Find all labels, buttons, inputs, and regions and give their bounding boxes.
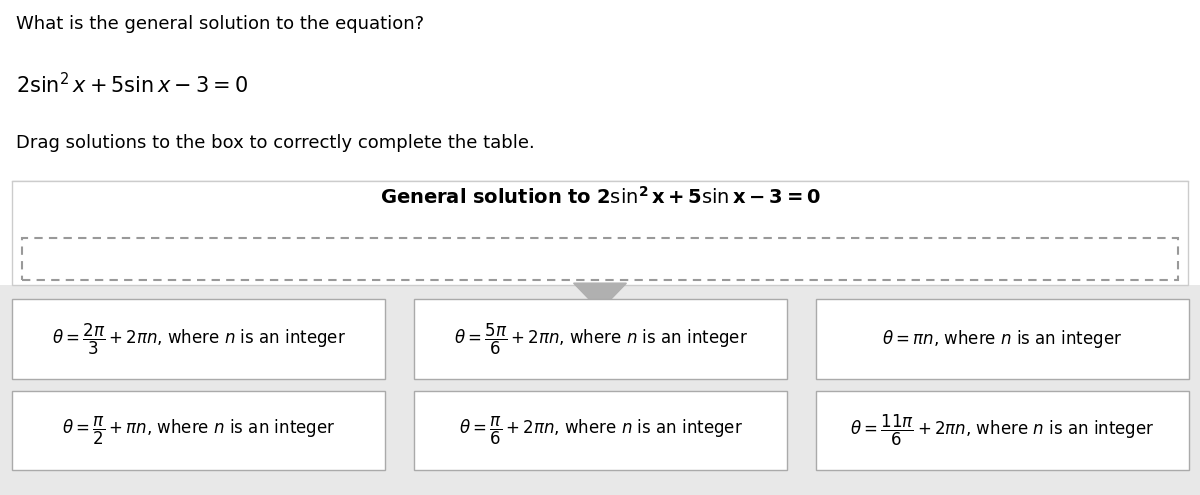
Text: $2\sin^2 x + 5\sin x - 3 = 0$: $2\sin^2 x + 5\sin x - 3 = 0$ (16, 72, 247, 97)
FancyBboxPatch shape (12, 391, 385, 470)
Polygon shape (574, 283, 626, 310)
Text: What is the general solution to the equation?: What is the general solution to the equa… (16, 15, 424, 33)
Text: $\theta = \dfrac{11\pi}{6} + 2\pi n$, where $n$ is an integer: $\theta = \dfrac{11\pi}{6} + 2\pi n$, wh… (851, 413, 1154, 448)
FancyBboxPatch shape (12, 299, 385, 379)
FancyBboxPatch shape (816, 391, 1189, 470)
FancyBboxPatch shape (414, 299, 787, 379)
Text: Drag solutions to the box to correctly complete the table.: Drag solutions to the box to correctly c… (16, 134, 534, 151)
Text: $\theta = \dfrac{\pi}{2} + \pi n$, where $n$ is an integer: $\theta = \dfrac{\pi}{2} + \pi n$, where… (62, 414, 335, 447)
Text: $\theta = \dfrac{2\pi}{3} + 2\pi n$, where $n$ is an integer: $\theta = \dfrac{2\pi}{3} + 2\pi n$, whe… (52, 321, 346, 357)
FancyBboxPatch shape (816, 299, 1189, 379)
Text: $\theta = \dfrac{5\pi}{6} + 2\pi n$, where $n$ is an integer: $\theta = \dfrac{5\pi}{6} + 2\pi n$, whe… (454, 321, 748, 357)
Text: $\theta = \pi n$, where $n$ is an integer: $\theta = \pi n$, where $n$ is an intege… (882, 328, 1123, 350)
FancyBboxPatch shape (414, 391, 787, 470)
FancyBboxPatch shape (12, 181, 1188, 285)
Bar (0, 285, 1200, 495)
Text: $\bf{General\ solution\ to}\ 2\sin^2 x + 5\sin x - 3 = 0$: $\bf{General\ solution\ to}\ 2\sin^2 x +… (379, 186, 821, 207)
Text: $\theta = \dfrac{\pi}{6} + 2\pi n$, where $n$ is an integer: $\theta = \dfrac{\pi}{6} + 2\pi n$, wher… (458, 414, 743, 447)
Bar (0, 0, 1200, 285)
